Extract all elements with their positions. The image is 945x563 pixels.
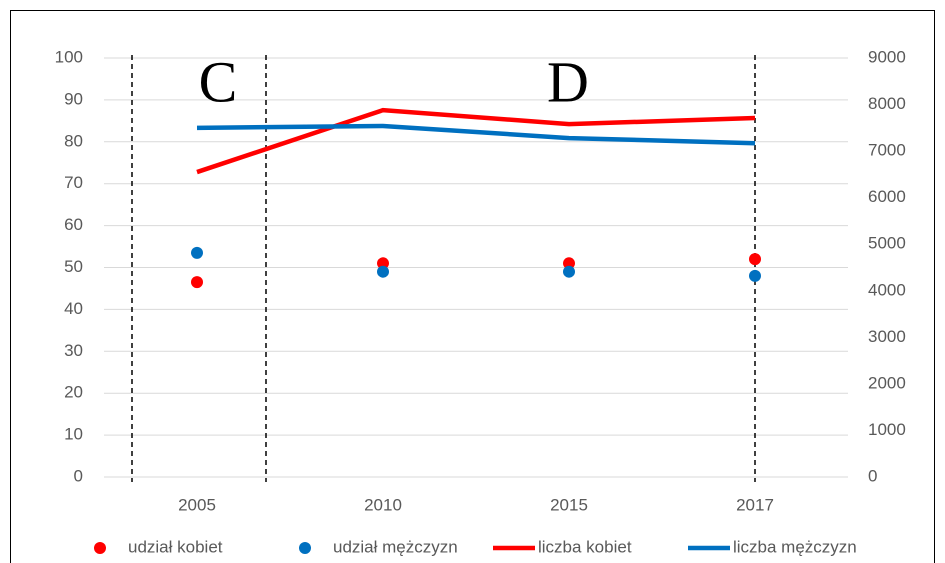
y-tick-label: 30 — [64, 341, 83, 360]
annotation: C — [199, 49, 238, 114]
legend-label: udział kobiet — [128, 537, 223, 556]
legend-label: liczba mężczyzn — [733, 537, 857, 556]
x-tick-label: 2015 — [550, 495, 588, 514]
y-tick-label: 50 — [64, 257, 83, 276]
series-line — [196, 107, 756, 175]
series-dot — [563, 265, 575, 278]
y-tick-label: 20 — [64, 383, 83, 402]
y-tick-label: 70 — [64, 173, 83, 192]
legend-label: liczba kobiet — [538, 537, 632, 556]
series-dot — [191, 276, 203, 289]
y-tick-label: 80 — [64, 131, 83, 150]
y2-tick-label: 9000 — [868, 47, 906, 66]
legend-marker — [94, 542, 106, 554]
series-dot — [749, 253, 761, 266]
y2-tick-label: 8000 — [868, 94, 906, 113]
x-tick-label: 2010 — [364, 495, 402, 514]
y2-tick-label: 4000 — [868, 280, 906, 299]
y2-tick-label: 6000 — [868, 187, 906, 206]
y-tick-label: 90 — [64, 89, 83, 108]
y-tick-label: 10 — [64, 425, 83, 444]
series-dot — [563, 257, 575, 270]
y2-tick-label: 0 — [868, 466, 877, 485]
legend-label: udział mężczyzn — [333, 537, 458, 556]
series-dot — [191, 246, 203, 259]
annotation: D — [547, 49, 589, 114]
x-tick-label: 2005 — [178, 495, 216, 514]
y2-tick-label: 5000 — [868, 234, 906, 253]
y-tick-label: 100 — [55, 47, 83, 66]
series-dot — [377, 257, 389, 270]
legend-marker — [299, 542, 311, 554]
y2-tick-label: 2000 — [868, 373, 906, 392]
x-tick-label: 2017 — [736, 495, 774, 514]
chart-border — [10, 10, 935, 563]
y-tick-label: 0 — [74, 466, 83, 485]
y-tick-label: 60 — [64, 215, 83, 234]
series-dot — [749, 269, 761, 282]
series-line — [196, 123, 756, 146]
y2-tick-label: 7000 — [868, 141, 906, 160]
y2-tick-label: 3000 — [868, 327, 906, 346]
y-tick-label: 40 — [64, 299, 83, 318]
series-dot — [377, 265, 389, 278]
y2-tick-label: 1000 — [868, 420, 906, 439]
